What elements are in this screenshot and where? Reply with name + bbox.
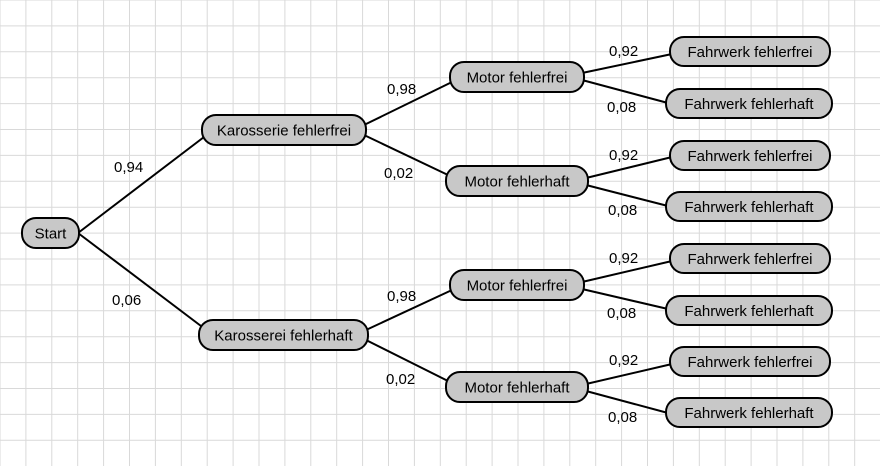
edge-l2-0-l3-0 <box>581 53 673 74</box>
node-fahrwerk-fehlerhaft-1: Fahrwerk fehlerhaft <box>665 88 833 119</box>
edge-l2-1-l3-2 <box>585 156 673 179</box>
node-label: Fahrwerk fehlerhaft <box>684 405 814 422</box>
node-motor-fehlerfrei-1: Motor fehlerfrei <box>449 61 585 93</box>
node-label: Fahrwerk fehlerhaft <box>684 96 814 113</box>
prob-l3-0: 0,92 <box>609 43 638 60</box>
prob-l3-5: 0,08 <box>607 305 636 322</box>
prob-l1-0: 0,94 <box>114 159 143 176</box>
prob-l2-0: 0,98 <box>387 81 416 98</box>
node-fahrwerk-fehlerhaft-4: Fahrwerk fehlerhaft <box>665 397 833 428</box>
node-label: Karosserie fehlerfrei <box>217 123 351 140</box>
edge-l2-0-l3-1 <box>581 79 669 104</box>
edge-l2-2-l3-4 <box>581 260 673 283</box>
node-fahrwerk-fehlerfrei-3: Fahrwerk fehlerfrei <box>669 243 831 274</box>
prob-l3-6: 0,92 <box>609 352 638 369</box>
edge-l1-0-l2-1 <box>363 134 449 176</box>
node-label: Motor fehlerfrei <box>467 278 568 295</box>
prob-l3-4: 0,92 <box>609 250 638 267</box>
node-karosserie-fehlerfrei: Karosserie fehlerfrei <box>201 114 367 146</box>
node-start-label: Start <box>35 226 68 243</box>
node-label: Karosserei fehlerhaft <box>214 328 353 345</box>
prob-l2-1: 0,02 <box>384 165 413 182</box>
edge-start-l1-1 <box>77 232 202 327</box>
edge-l1-1-l2-2 <box>365 289 453 331</box>
node-label: Fahrwerk fehlerhaft <box>684 199 814 216</box>
node-label: Fahrwerk fehlerfrei <box>687 354 812 371</box>
node-label: Motor fehlerfrei <box>467 70 568 87</box>
prob-l1-1: 0,06 <box>112 292 141 309</box>
node-karosserei-fehlerhaft: Karosserei fehlerhaft <box>198 319 369 351</box>
node-motor-fehlerhaft-1: Motor fehlerhaft <box>445 165 589 197</box>
prob-l3-1: 0,08 <box>607 99 636 116</box>
edge-l2-3-l3-7 <box>585 390 669 414</box>
node-fahrwerk-fehlerfrei-2: Fahrwerk fehlerfrei <box>669 140 831 171</box>
edge-l1-0-l2-0 <box>363 81 453 126</box>
prob-l3-7: 0,08 <box>608 409 637 426</box>
edge-start-l1-0 <box>77 136 205 234</box>
node-motor-fehlerhaft-2: Motor fehlerhaft <box>445 371 589 403</box>
node-fahrwerk-fehlerfrei-4: Fahrwerk fehlerfrei <box>669 346 831 377</box>
node-label: Fahrwerk fehlerfrei <box>687 148 812 165</box>
prob-l3-3: 0,08 <box>608 202 637 219</box>
node-label: Motor fehlerhaft <box>464 380 570 397</box>
node-fahrwerk-fehlerhaft-3: Fahrwerk fehlerhaft <box>665 295 833 326</box>
node-start: Start <box>21 217 80 249</box>
node-label: Fahrwerk fehlerfrei <box>687 44 812 61</box>
node-label: Fahrwerk fehlerhaft <box>684 303 814 320</box>
prob-l2-3: 0,02 <box>386 371 415 388</box>
prob-l3-2: 0,92 <box>609 147 638 164</box>
node-fahrwerk-fehlerfrei-1: Fahrwerk fehlerfrei <box>669 36 831 67</box>
node-label: Motor fehlerhaft <box>464 174 570 191</box>
edge-l2-1-l3-3 <box>585 184 669 207</box>
node-label: Fahrwerk fehlerfrei <box>687 251 812 268</box>
edge-l2-3-l3-6 <box>585 363 673 385</box>
edge-l2-2-l3-5 <box>581 288 669 310</box>
edge-l1-1-l2-3 <box>365 339 449 382</box>
probabilities: 0,94 0,06 0,98 0,02 0,98 0,02 0,92 0,08 … <box>112 43 638 426</box>
edges <box>77 53 673 414</box>
node-fahrwerk-fehlerhaft-2: Fahrwerk fehlerhaft <box>665 191 833 222</box>
prob-l2-2: 0,98 <box>387 288 416 305</box>
node-motor-fehlerfrei-2: Motor fehlerfrei <box>449 269 585 301</box>
